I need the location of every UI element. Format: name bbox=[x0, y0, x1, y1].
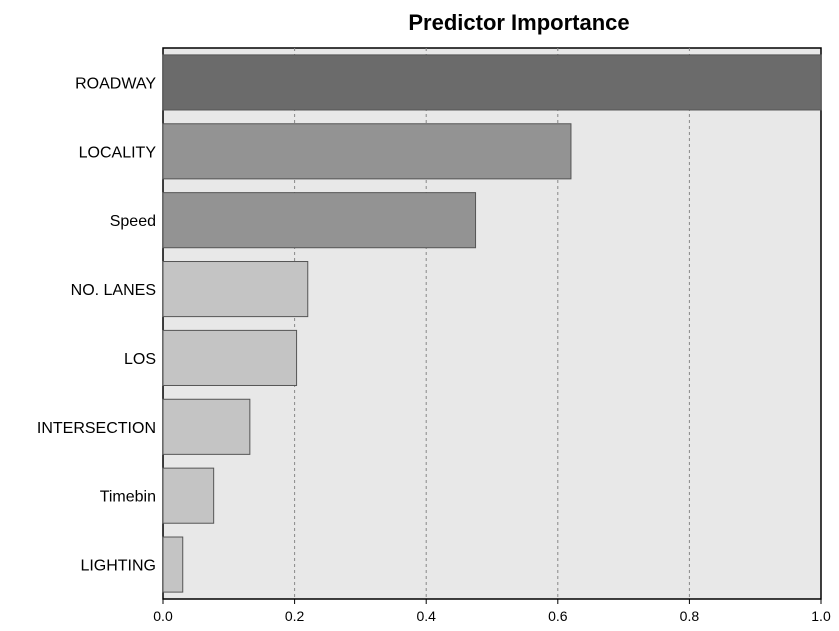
x-tick-label: 0.8 bbox=[680, 608, 700, 624]
category-label: LOCALITY bbox=[79, 144, 157, 161]
bar-lighting bbox=[162, 536, 184, 593]
bars bbox=[162, 54, 822, 593]
bar-locality bbox=[162, 123, 572, 180]
category-label: NO. LANES bbox=[71, 282, 156, 299]
category-labels: ROADWAY LOCALITY Speed NO. LANES LOS INTERSEC… bbox=[37, 75, 156, 574]
bar-no-lanes bbox=[162, 261, 309, 318]
x-tick-label: 1.0 bbox=[811, 608, 831, 624]
category-label: INTERSECTION bbox=[37, 420, 156, 437]
bar-roadway bbox=[162, 54, 822, 111]
category-label: LOS bbox=[124, 351, 156, 368]
category-label: LIGHTING bbox=[80, 558, 156, 575]
x-tick-label: 0.4 bbox=[416, 608, 436, 624]
bar-speed bbox=[162, 192, 477, 249]
bar-los bbox=[162, 329, 298, 386]
category-label: ROADWAY bbox=[75, 75, 156, 92]
x-axis-ticks: 0.0 0.2 0.4 0.6 0.8 1.0 bbox=[153, 599, 831, 624]
x-tick-label: 0.2 bbox=[285, 608, 305, 624]
category-label: Speed bbox=[110, 213, 156, 230]
category-label: Timebin bbox=[100, 489, 156, 506]
x-tick-label: 0.6 bbox=[548, 608, 568, 624]
chart-title: Predictor Importance bbox=[408, 10, 629, 35]
bar-timebin bbox=[162, 467, 215, 524]
bar-intersection bbox=[162, 398, 251, 455]
x-tick-label: 0.0 bbox=[153, 608, 173, 624]
